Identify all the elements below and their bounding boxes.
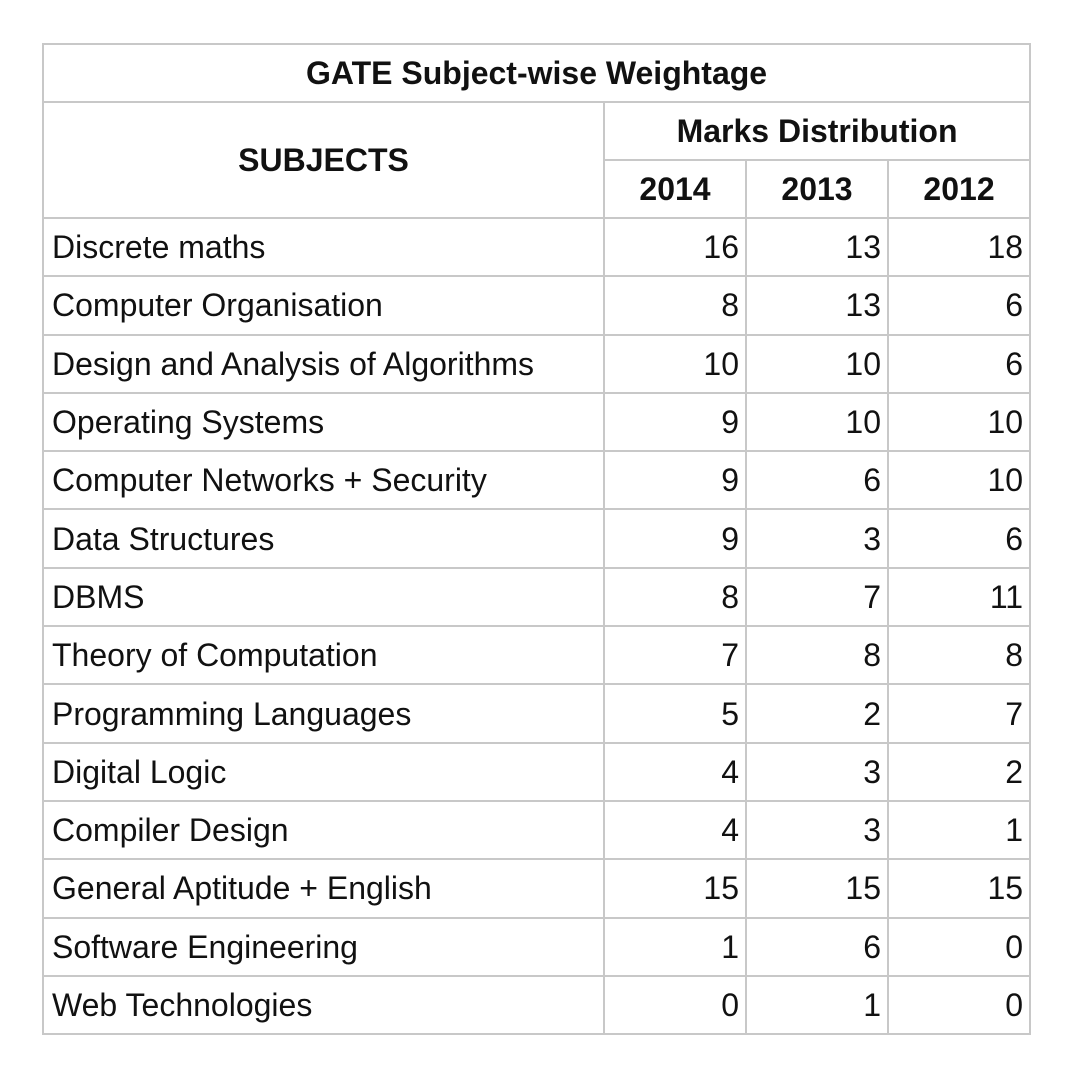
subject-cell: Digital Logic	[42, 741, 605, 802]
subject-cell: Software Engineering	[42, 916, 605, 977]
table-title: GATE Subject-wise Weightage	[41, 43, 1032, 103]
table-row: Programming Languages 5 2 7	[42, 683, 1032, 744]
marks-cell: 3	[745, 741, 889, 802]
subject-cell: Programming Languages	[42, 683, 605, 744]
marks-cell: 18	[886, 216, 1032, 278]
subject-cell: Compiler Design	[42, 799, 605, 861]
marks-cell: 6	[886, 508, 1032, 569]
weightage-table: GATE Subject-wise Weightage SUBJECTS Mar…	[41, 43, 1032, 1036]
subject-cell: DBMS	[42, 566, 605, 628]
year-header-row: 2014 2013 2012	[43, 159, 1032, 219]
year-header: 2013	[745, 159, 889, 219]
table-row: Software Engineering 1 6 0	[42, 916, 1032, 977]
marks-cell: 6	[745, 450, 889, 511]
subject-cell: Computer Networks + Security	[42, 450, 605, 511]
marks-cell: 7	[745, 566, 889, 628]
marks-cell: 8	[603, 275, 747, 336]
marks-cell: 10	[745, 333, 889, 394]
marks-cell: 7	[603, 625, 747, 686]
table-row: Operating Systems 9 10 10	[42, 391, 1032, 453]
marks-cell: 1	[745, 974, 889, 1036]
marks-cell: 11	[886, 566, 1032, 628]
marks-cell: 6	[886, 275, 1032, 336]
marks-cell: 2	[745, 683, 889, 744]
marks-cell: 0	[603, 974, 747, 1036]
table-row: Digital Logic 4 3 2	[42, 741, 1032, 802]
table-row: Computer Organisation 8 13 6	[42, 275, 1032, 336]
marks-cell: 3	[745, 508, 889, 569]
marks-cell: 1	[603, 916, 747, 977]
marks-cell: 10	[886, 391, 1032, 453]
subject-cell: Theory of Computation	[42, 625, 605, 686]
marks-cell: 3	[745, 799, 889, 861]
marks-cell: 0	[886, 916, 1032, 977]
marks-cell: 8	[886, 625, 1032, 686]
marks-cell: 4	[603, 799, 747, 861]
title-row: GATE Subject-wise Weightage	[41, 43, 1032, 103]
marks-cell: 8	[745, 625, 889, 686]
marks-cell: 1	[886, 799, 1032, 861]
marks-cell: 15	[886, 858, 1032, 919]
marks-cell: 10	[886, 450, 1032, 511]
marks-cell: 13	[745, 275, 889, 336]
table-row: Discrete maths 16 13 18	[42, 216, 1032, 278]
table-body: Discrete maths 16 13 18 Computer Organisatio…	[42, 216, 1032, 1036]
marks-cell: 0	[886, 974, 1032, 1036]
marks-cell: 2	[886, 741, 1032, 802]
marks-cell: 5	[603, 683, 747, 744]
table-row: Design and Analysis of Algorithms 10 10 6	[42, 333, 1032, 394]
marks-cell: 15	[603, 858, 747, 919]
group-header-row: SUBJECTS Marks Distribution	[42, 101, 1032, 219]
table-row: Compiler Design 4 3 1	[42, 799, 1032, 861]
marks-cell: 15	[745, 858, 889, 919]
table-row: DBMS 8 7 11	[42, 566, 1032, 628]
subject-cell: Operating Systems	[42, 391, 605, 453]
marks-cell: 13	[745, 216, 889, 278]
marks-cell: 7	[886, 683, 1032, 744]
marks-cell: 9	[603, 450, 747, 511]
marks-cell: 6	[886, 333, 1032, 394]
marks-cell: 4	[603, 741, 747, 802]
subject-cell: General Aptitude + English	[42, 858, 605, 919]
table-row: Theory of Computation 7 8 8	[42, 625, 1032, 686]
subject-cell: Data Structures	[42, 508, 605, 569]
table-row: General Aptitude + English 15 15 15	[42, 858, 1032, 919]
subjects-header: SUBJECTS	[42, 101, 605, 219]
table-row: Computer Networks + Security 9 6 10	[42, 450, 1032, 511]
marks-cell: 10	[745, 391, 889, 453]
marks-distribution-header: Marks Distribution	[602, 101, 1032, 161]
marks-cell: 16	[603, 216, 747, 278]
marks-cell: 9	[603, 508, 747, 569]
subject-cell: Web Technologies	[42, 974, 605, 1036]
table-row: Data Structures 9 3 6	[42, 508, 1032, 569]
table-row: Web Technologies 0 1 0	[42, 974, 1032, 1036]
year-header: 2014	[603, 159, 747, 219]
subject-cell: Design and Analysis of Algorithms	[42, 333, 605, 394]
marks-cell: 6	[745, 916, 889, 977]
year-header: 2012	[886, 159, 1032, 219]
marks-cell: 9	[603, 391, 747, 453]
subject-cell: Discrete maths	[42, 216, 605, 278]
subject-cell: Computer Organisation	[42, 275, 605, 336]
marks-cell: 10	[603, 333, 747, 394]
marks-cell: 8	[603, 566, 747, 628]
